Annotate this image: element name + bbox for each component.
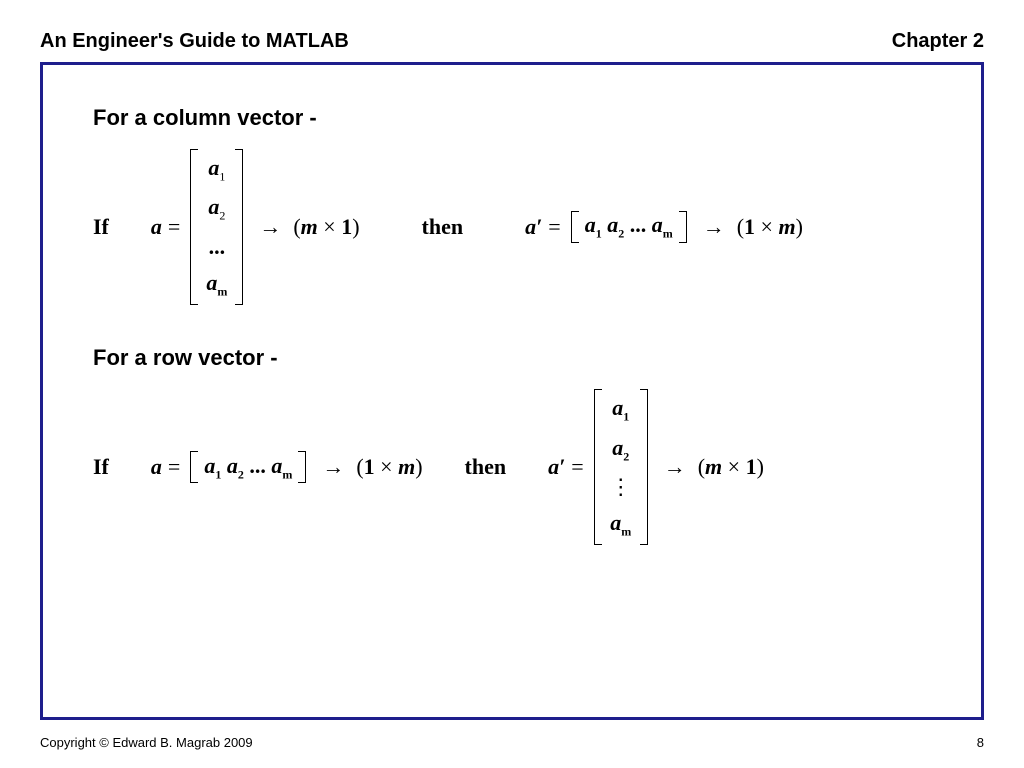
equals: = [168, 214, 180, 240]
if-label: If [93, 454, 109, 480]
equals: = [548, 214, 560, 240]
dim-m-by-1: (m × 1) [698, 454, 764, 480]
row-vector-bracket: a1 a2 ... am [571, 209, 687, 244]
arrow-icon: → [322, 454, 344, 480]
column-vector: a1 a2 ⋮ am [594, 389, 648, 545]
arrow-icon: → [259, 214, 281, 240]
arrow-icon: → [664, 454, 686, 480]
dim-1-by-m: (1 × m) [356, 454, 422, 480]
arrow-icon: → [703, 214, 725, 240]
dim-m-by-1: (m × 1) [293, 214, 359, 240]
row-vector-bracket: a1 a2 ... am [190, 450, 306, 485]
var-a-prime: a′ [525, 214, 542, 240]
slide-header: An Engineer's Guide to MATLAB Chapter 2 [0, 0, 1024, 63]
copyright-text: Copyright © Edward B. Magrab 2009 [40, 735, 253, 750]
equation-row-2: If a = a1 a2 ... am → (1 × m) then a′ = … [93, 389, 931, 545]
page-number: 8 [977, 735, 984, 750]
equation-row-1: If a = a1 a2 ... am → (m × 1) then a′ = … [93, 149, 931, 305]
then-label: then [422, 214, 464, 240]
slide-footer: Copyright © Edward B. Magrab 2009 8 [40, 735, 984, 750]
content-frame: For a column vector - If a = a1 a2 ... a… [40, 62, 984, 720]
var-a-prime: a′ [548, 454, 565, 480]
chapter-label: Chapter 2 [892, 30, 984, 53]
section2-heading: For a row vector - [93, 345, 931, 371]
section1-heading: For a column vector - [93, 105, 931, 131]
then-label: then [465, 454, 507, 480]
var-a: a [151, 214, 162, 240]
var-a: a [151, 454, 162, 480]
column-vector: a1 a2 ... am [190, 149, 243, 305]
equals: = [168, 454, 180, 480]
if-label: If [93, 214, 109, 240]
dim-1-by-m: (1 × m) [737, 214, 803, 240]
equals: = [571, 454, 583, 480]
book-title: An Engineer's Guide to MATLAB [40, 30, 349, 53]
